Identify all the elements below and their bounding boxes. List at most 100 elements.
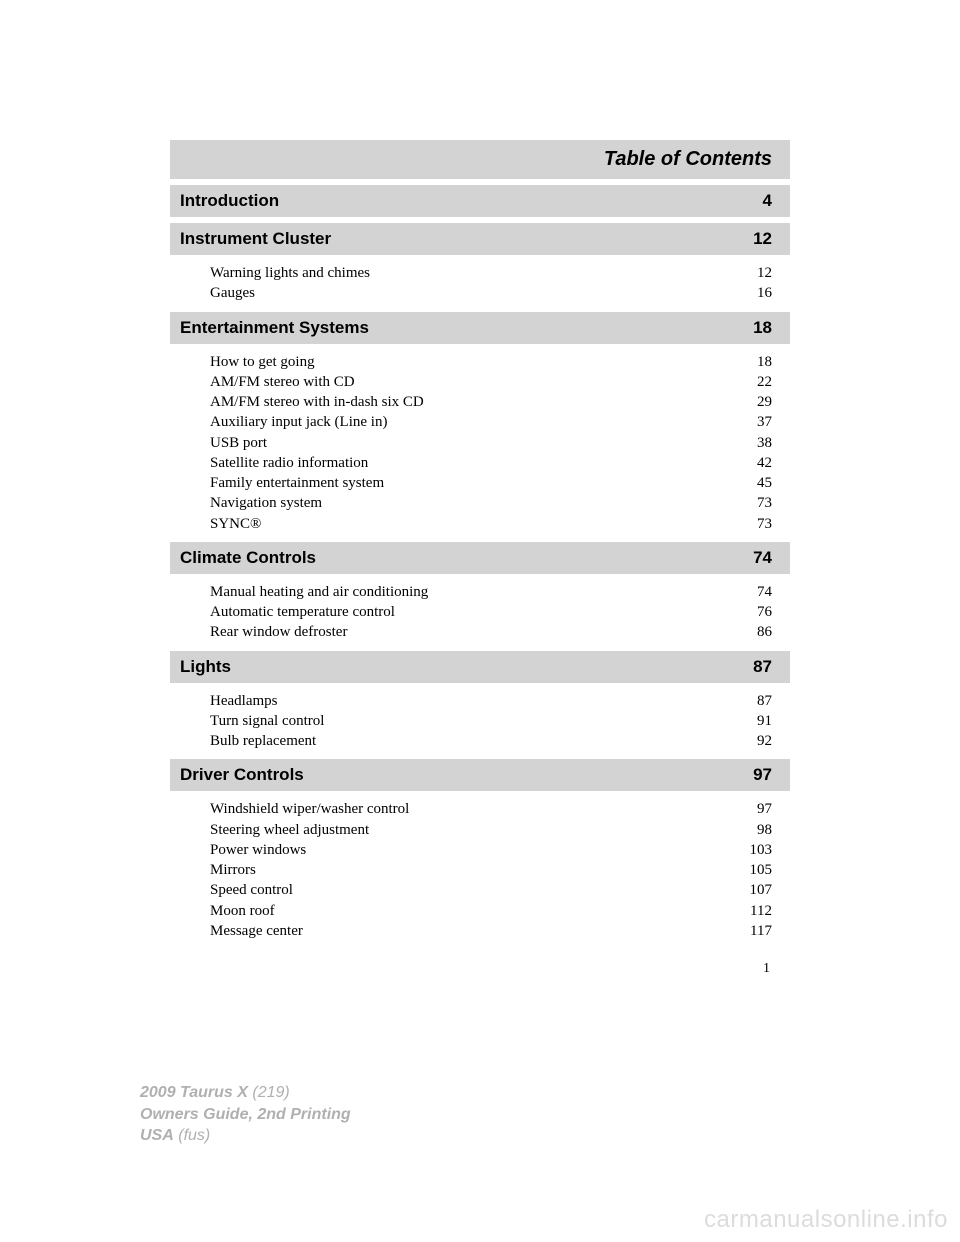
toc-item-page: 29 (732, 392, 772, 412)
toc-item: Turn signal control91 (210, 711, 772, 731)
toc-item: AM/FM stereo with CD22 (210, 372, 772, 392)
section-title: Lights (180, 657, 231, 677)
toc-item-page: 92 (732, 731, 772, 751)
toc-item: SYNC®73 (210, 514, 772, 534)
toc-item-label: Moon roof (210, 901, 732, 921)
section-page: 74 (753, 548, 772, 568)
footer: 2009 Taurus X (219) Owners Guide, 2nd Pr… (140, 1082, 351, 1147)
toc-item-label: How to get going (210, 352, 732, 372)
toc-item-page: 38 (732, 433, 772, 453)
toc-item-page: 91 (732, 711, 772, 731)
section-title: Entertainment Systems (180, 318, 369, 338)
toc-item: Rear window defroster86 (210, 622, 772, 642)
toc-item-page: 16 (732, 283, 772, 303)
toc-item-label: Navigation system (210, 493, 732, 513)
toc-item-label: AM/FM stereo with CD (210, 372, 732, 392)
section-page: 87 (753, 657, 772, 677)
toc-item: Satellite radio information42 (210, 453, 772, 473)
section-page: 18 (753, 318, 772, 338)
toc-item: Steering wheel adjustment98 (210, 820, 772, 840)
toc-item-label: Mirrors (210, 860, 732, 880)
section-header: Entertainment Systems 18 (170, 312, 790, 344)
toc-item-label: Turn signal control (210, 711, 732, 731)
toc-item-label: Steering wheel adjustment (210, 820, 732, 840)
toc-item-page: 86 (732, 622, 772, 642)
toc-item: Speed control107 (210, 880, 772, 900)
toc-item-label: Bulb replacement (210, 731, 732, 751)
toc-item-page: 107 (732, 880, 772, 900)
toc-item-page: 73 (732, 493, 772, 513)
toc-item: Warning lights and chimes12 (210, 263, 772, 283)
toc-item: Navigation system73 (210, 493, 772, 513)
toc-item-page: 22 (732, 372, 772, 392)
toc-item: Windshield wiper/washer control97 (210, 799, 772, 819)
toc-item-label: AM/FM stereo with in-dash six CD (210, 392, 732, 412)
toc-item-page: 12 (732, 263, 772, 283)
section-header: Lights 87 (170, 651, 790, 683)
toc-item-label: Windshield wiper/washer control (210, 799, 732, 819)
toc-item: Automatic temperature control76 (210, 602, 772, 622)
toc-item-label: Headlamps (210, 691, 732, 711)
footer-model: 2009 Taurus X (140, 1084, 248, 1101)
footer-code: (219) (252, 1084, 289, 1101)
section-header: Instrument Cluster 12 (170, 223, 790, 255)
section-header: Climate Controls74 (170, 542, 790, 574)
toc-title: Table of Contents (170, 140, 790, 179)
toc-item: USB port38 (210, 433, 772, 453)
footer-fus: (fus) (178, 1127, 210, 1144)
section-items: How to get going18AM/FM stereo with CD22… (170, 350, 790, 536)
toc-item-page: 18 (732, 352, 772, 372)
toc-item: Gauges16 (210, 283, 772, 303)
toc-item-page: 73 (732, 514, 772, 534)
toc-item: Message center117 (210, 921, 772, 941)
toc-item: Family entertainment system45 (210, 473, 772, 493)
toc-item-page: 42 (732, 453, 772, 473)
toc-item-label: SYNC® (210, 514, 732, 534)
toc-item-label: Family entertainment system (210, 473, 732, 493)
toc-item: Manual heating and air conditioning74 (210, 582, 772, 602)
toc-item-label: Rear window defroster (210, 622, 732, 642)
toc-item: Moon roof112 (210, 901, 772, 921)
footer-guide: Owners Guide, 2nd Printing (140, 1104, 351, 1126)
toc-item-page: 117 (732, 921, 772, 941)
toc-item-page: 76 (732, 602, 772, 622)
toc-item-label: Manual heating and air conditioning (210, 582, 732, 602)
toc-item-label: Automatic temperature control (210, 602, 732, 622)
section-title: Instrument Cluster (180, 229, 331, 249)
toc-item-label: Gauges (210, 283, 732, 303)
toc-item-page: 105 (732, 860, 772, 880)
page: Table of Contents Introduction 4 Instrumen… (0, 0, 960, 1242)
section-items: Warning lights and chimes12Gauges16 (170, 261, 790, 306)
section-items: Headlamps87Turn signal control91Bulb rep… (170, 689, 790, 754)
section-items: Manual heating and air conditioning74Aut… (170, 580, 790, 645)
section-page: 97 (753, 765, 772, 785)
section-title: Introduction (180, 191, 279, 211)
toc-item-page: 74 (732, 582, 772, 602)
section-title: Driver Controls (180, 765, 304, 785)
toc-item: Power windows103 (210, 840, 772, 860)
toc-item: Auxiliary input jack (Line in)37 (210, 412, 772, 432)
section-header: Driver Controls 97 (170, 759, 790, 791)
toc-item-label: Warning lights and chimes (210, 263, 732, 283)
toc-item-label: Speed control (210, 880, 732, 900)
toc-item-label: Auxiliary input jack (Line in) (210, 412, 732, 432)
toc-item: Mirrors105 (210, 860, 772, 880)
toc-item: AM/FM stereo with in-dash six CD29 (210, 392, 772, 412)
section-page: 4 (763, 191, 772, 211)
watermark: carmanualsonline.info (704, 1206, 948, 1234)
page-number: 1 (763, 961, 770, 977)
toc-item-label: Power windows (210, 840, 732, 860)
toc-item: How to get going18 (210, 352, 772, 372)
toc-item: Headlamps87 (210, 691, 772, 711)
section-header: Introduction 4 (170, 185, 790, 217)
toc-item-page: 112 (732, 901, 772, 921)
section-page: 12 (753, 229, 772, 249)
footer-region: USA (140, 1127, 174, 1144)
toc-item-page: 103 (732, 840, 772, 860)
toc-item-page: 45 (732, 473, 772, 493)
section-items: Windshield wiper/washer control97Steerin… (170, 797, 790, 943)
toc-item-label: USB port (210, 433, 732, 453)
toc-item-page: 37 (732, 412, 772, 432)
toc-item-label: Satellite radio information (210, 453, 732, 473)
toc-item-page: 97 (732, 799, 772, 819)
